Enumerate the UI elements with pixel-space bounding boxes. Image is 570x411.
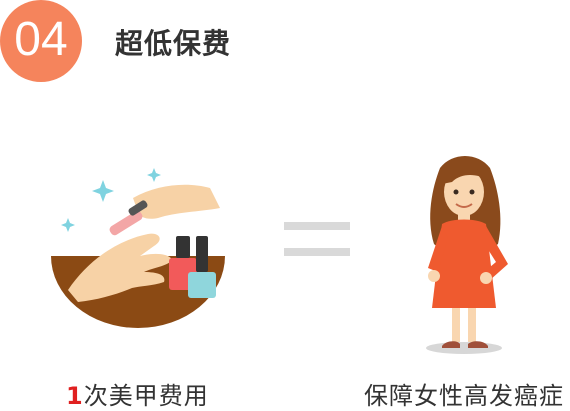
equals-sign-icon [284,222,350,262]
caption-left-text: 次美甲费用 [83,382,209,410]
girl-illustration-icon [412,148,522,362]
manicure-illustration-icon [48,160,228,334]
caption-coverage: 保障女性高发癌症 [364,382,564,410]
caption-highlight-number: 1 [66,382,84,410]
section-title: 超低保费 [115,27,232,60]
caption-manicure-cost: 1次美甲费用 [66,376,209,411]
number-badge: 04 [0,0,82,82]
badge-number: 04 [14,13,68,66]
